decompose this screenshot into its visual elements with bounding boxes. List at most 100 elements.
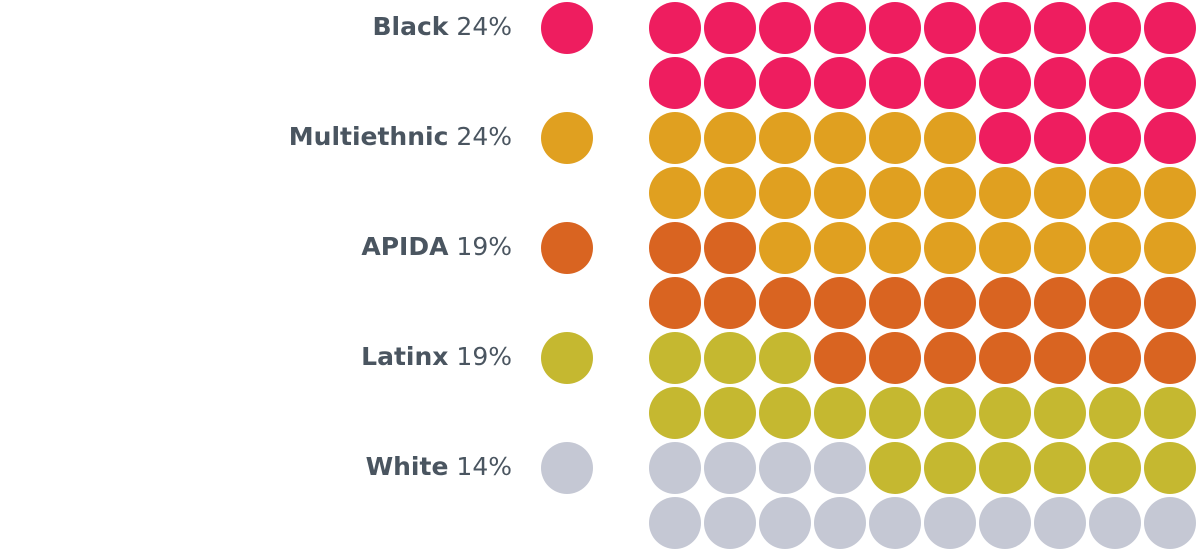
- waffle-dot: [814, 2, 866, 54]
- waffle-dot: [1144, 2, 1196, 54]
- waffle-dot: [869, 497, 921, 549]
- legend-category: White: [366, 452, 449, 481]
- waffle-dot: [1034, 387, 1086, 439]
- waffle-dot: [1144, 222, 1196, 274]
- waffle-dot: [1089, 167, 1141, 219]
- waffle-dot: [704, 387, 756, 439]
- waffle-dot: [1034, 112, 1086, 164]
- legend-label: Multiethnic 24%: [289, 122, 512, 151]
- waffle-dot: [1034, 167, 1086, 219]
- waffle-dot: [979, 167, 1031, 219]
- waffle-dot: [759, 112, 811, 164]
- waffle-dot: [979, 2, 1031, 54]
- waffle-dot: [704, 277, 756, 329]
- waffle-dot: [924, 277, 976, 329]
- waffle-dot: [759, 332, 811, 384]
- waffle-dot: [1144, 497, 1196, 549]
- waffle-dot: [704, 222, 756, 274]
- legend-swatch: [541, 2, 593, 54]
- waffle-dot: [924, 2, 976, 54]
- waffle-dot: [1089, 387, 1141, 439]
- waffle-dot: [979, 497, 1031, 549]
- legend-category: Latinx: [361, 342, 448, 371]
- waffle-dot: [924, 167, 976, 219]
- waffle-dot: [759, 497, 811, 549]
- waffle-dot: [979, 387, 1031, 439]
- waffle-dot: [1089, 2, 1141, 54]
- waffle-dot: [1089, 112, 1141, 164]
- waffle-dot: [1034, 497, 1086, 549]
- waffle-dot: [704, 112, 756, 164]
- waffle-dot: [704, 2, 756, 54]
- waffle-dot: [1144, 57, 1196, 109]
- legend-label: APIDA 19%: [361, 232, 512, 261]
- waffle-dot: [759, 222, 811, 274]
- waffle-dot: [814, 442, 866, 494]
- waffle-dot: [1144, 332, 1196, 384]
- waffle-dot: [1089, 332, 1141, 384]
- legend-swatch: [541, 332, 593, 384]
- waffle-dot: [1089, 57, 1141, 109]
- waffle-dot: [869, 277, 921, 329]
- waffle-dot: [1144, 387, 1196, 439]
- waffle-dot: [1144, 112, 1196, 164]
- waffle-dot: [979, 112, 1031, 164]
- waffle-dot: [759, 2, 811, 54]
- waffle-dot: [869, 222, 921, 274]
- legend-swatch: [541, 222, 593, 274]
- waffle-dot: [704, 57, 756, 109]
- waffle-dot: [814, 222, 866, 274]
- waffle-dot: [1089, 497, 1141, 549]
- waffle-dot: [759, 277, 811, 329]
- waffle-dot: [1034, 2, 1086, 54]
- waffle-dot: [1034, 277, 1086, 329]
- legend-label: Black 24%: [372, 12, 512, 41]
- waffle-dot: [1144, 167, 1196, 219]
- waffle-dot: [1034, 332, 1086, 384]
- waffle-dot: [924, 57, 976, 109]
- waffle-dot: [869, 112, 921, 164]
- waffle-dot: [979, 222, 1031, 274]
- waffle-dot: [869, 2, 921, 54]
- waffle-dot: [759, 167, 811, 219]
- legend-category: Multiethnic: [289, 122, 449, 151]
- waffle-dot: [649, 57, 701, 109]
- waffle-dot: [979, 332, 1031, 384]
- waffle-dot: [649, 277, 701, 329]
- waffle-dot: [869, 167, 921, 219]
- waffle-dot: [924, 332, 976, 384]
- waffle-dot: [814, 112, 866, 164]
- waffle-dot: [649, 442, 701, 494]
- waffle-dot: [869, 57, 921, 109]
- waffle-dot: [759, 57, 811, 109]
- waffle-dot: [649, 387, 701, 439]
- waffle-dot: [1089, 222, 1141, 274]
- legend-percent: 14%: [456, 452, 512, 481]
- waffle-dot: [704, 497, 756, 549]
- waffle-dot: [759, 387, 811, 439]
- legend-category: Black: [372, 12, 449, 41]
- waffle-dot: [1034, 222, 1086, 274]
- waffle-dot: [649, 332, 701, 384]
- waffle-dot: [869, 387, 921, 439]
- waffle-dot: [924, 112, 976, 164]
- waffle-dot: [649, 112, 701, 164]
- legend-percent: 19%: [456, 232, 512, 261]
- waffle-dot: [814, 332, 866, 384]
- waffle-dot: [869, 332, 921, 384]
- waffle-dot: [1089, 277, 1141, 329]
- legend-swatch: [541, 112, 593, 164]
- waffle-dot: [1034, 57, 1086, 109]
- waffle-dot: [649, 167, 701, 219]
- waffle-dot: [924, 497, 976, 549]
- legend-label: White 14%: [366, 452, 512, 481]
- waffle-dot: [814, 277, 866, 329]
- waffle-dot: [979, 57, 1031, 109]
- legend-category: APIDA: [361, 232, 449, 261]
- waffle-dot: [814, 167, 866, 219]
- waffle-dot: [869, 442, 921, 494]
- waffle-dot: [1144, 277, 1196, 329]
- waffle-dot: [649, 222, 701, 274]
- legend-percent: 24%: [456, 12, 512, 41]
